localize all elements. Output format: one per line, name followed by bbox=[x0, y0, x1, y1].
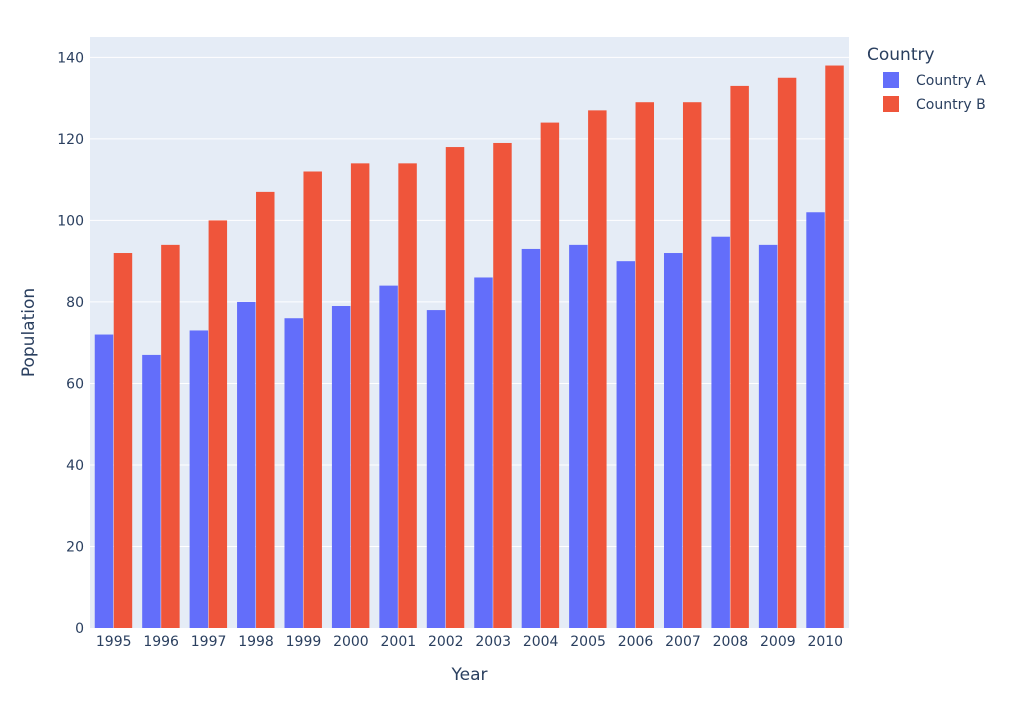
legend-title: Country bbox=[867, 45, 935, 65]
x-tick-label: 1999 bbox=[286, 634, 322, 650]
bar-country-a[interactable] bbox=[806, 212, 825, 628]
bar-country-a[interactable] bbox=[616, 261, 636, 628]
bar-country-b[interactable] bbox=[208, 220, 228, 628]
y-tick-label: 20 bbox=[66, 539, 84, 555]
x-tick-label: 2009 bbox=[760, 634, 796, 650]
x-tick-label: 2005 bbox=[570, 634, 606, 650]
bar-country-b[interactable] bbox=[825, 65, 844, 629]
y-tick-label: 140 bbox=[57, 50, 84, 66]
bar-country-a[interactable] bbox=[379, 285, 398, 628]
bar-country-b[interactable] bbox=[303, 171, 322, 628]
bar-country-b[interactable] bbox=[161, 244, 180, 629]
x-tick-label: 2003 bbox=[475, 634, 511, 650]
legend-label: Country B bbox=[916, 97, 986, 113]
y-axis-ticks: 0 20 40 60 80 100 120 140 bbox=[57, 50, 84, 637]
bar-country-b[interactable] bbox=[256, 191, 275, 628]
y-tick-label: 100 bbox=[57, 213, 84, 229]
x-tick-label: 2008 bbox=[713, 634, 749, 650]
x-tick-label: 1997 bbox=[191, 634, 227, 650]
x-tick-label: 1996 bbox=[143, 634, 179, 650]
x-tick-label: 2010 bbox=[807, 634, 843, 650]
y-tick-label: 120 bbox=[57, 132, 84, 148]
bar-country-b[interactable] bbox=[730, 85, 749, 629]
y-tick-label: 40 bbox=[66, 458, 84, 474]
bar-country-a[interactable] bbox=[663, 253, 683, 628]
bar-country-b[interactable] bbox=[588, 110, 607, 628]
x-axis-title: Year bbox=[451, 665, 488, 685]
x-tick-label: 2002 bbox=[428, 634, 464, 650]
y-tick-label: 80 bbox=[66, 295, 84, 311]
bar-country-b[interactable] bbox=[682, 102, 702, 628]
x-tick-label: 2001 bbox=[381, 634, 417, 650]
bar-country-a[interactable] bbox=[94, 334, 114, 628]
bar-country-a[interactable] bbox=[331, 306, 351, 628]
bar-country-a[interactable] bbox=[711, 236, 730, 629]
legend-item[interactable]: Country B bbox=[883, 96, 986, 113]
bar-country-b[interactable] bbox=[113, 253, 133, 628]
y-tick-label: 60 bbox=[66, 376, 84, 392]
x-axis-ticks: 1995 1996 1997 1998 1999 2000 2001 2002 2003 2004… bbox=[96, 634, 843, 650]
y-axis-title: Population bbox=[19, 288, 39, 377]
x-tick-label: 1998 bbox=[238, 634, 274, 650]
legend-swatch bbox=[883, 96, 899, 112]
bar-country-b[interactable] bbox=[777, 77, 797, 629]
bar-country-a[interactable] bbox=[474, 277, 493, 628]
bar-country-a[interactable] bbox=[284, 318, 303, 628]
bar-country-b[interactable] bbox=[540, 122, 560, 628]
legend[interactable]: Country Country A Country B bbox=[867, 45, 986, 113]
legend-label: Country A bbox=[916, 73, 986, 89]
x-tick-label: 2004 bbox=[523, 634, 559, 650]
legend-items[interactable]: Country A Country B bbox=[883, 72, 986, 113]
bar-country-a[interactable] bbox=[426, 310, 446, 628]
x-tick-label: 1995 bbox=[96, 634, 132, 650]
bar-country-b[interactable] bbox=[445, 147, 465, 628]
bar-country-b[interactable] bbox=[350, 163, 370, 628]
legend-swatch bbox=[883, 72, 899, 88]
bar-country-a[interactable] bbox=[142, 354, 161, 628]
x-tick-label: 2000 bbox=[333, 634, 369, 650]
x-tick-label: 2006 bbox=[618, 634, 654, 650]
bar-country-b[interactable] bbox=[398, 163, 417, 628]
bars bbox=[94, 65, 844, 629]
y-tick-label: 0 bbox=[75, 621, 84, 637]
x-tick-label: 2007 bbox=[665, 634, 701, 650]
bar-country-a[interactable] bbox=[569, 244, 588, 629]
bar-country-a[interactable] bbox=[521, 248, 541, 628]
bar-country-b[interactable] bbox=[493, 142, 512, 628]
bar-country-a[interactable] bbox=[758, 244, 778, 629]
legend-item[interactable]: Country A bbox=[883, 72, 986, 89]
bar-country-a[interactable] bbox=[189, 330, 209, 628]
bar-country-a[interactable] bbox=[237, 301, 256, 628]
bar-country-b[interactable] bbox=[635, 102, 655, 628]
